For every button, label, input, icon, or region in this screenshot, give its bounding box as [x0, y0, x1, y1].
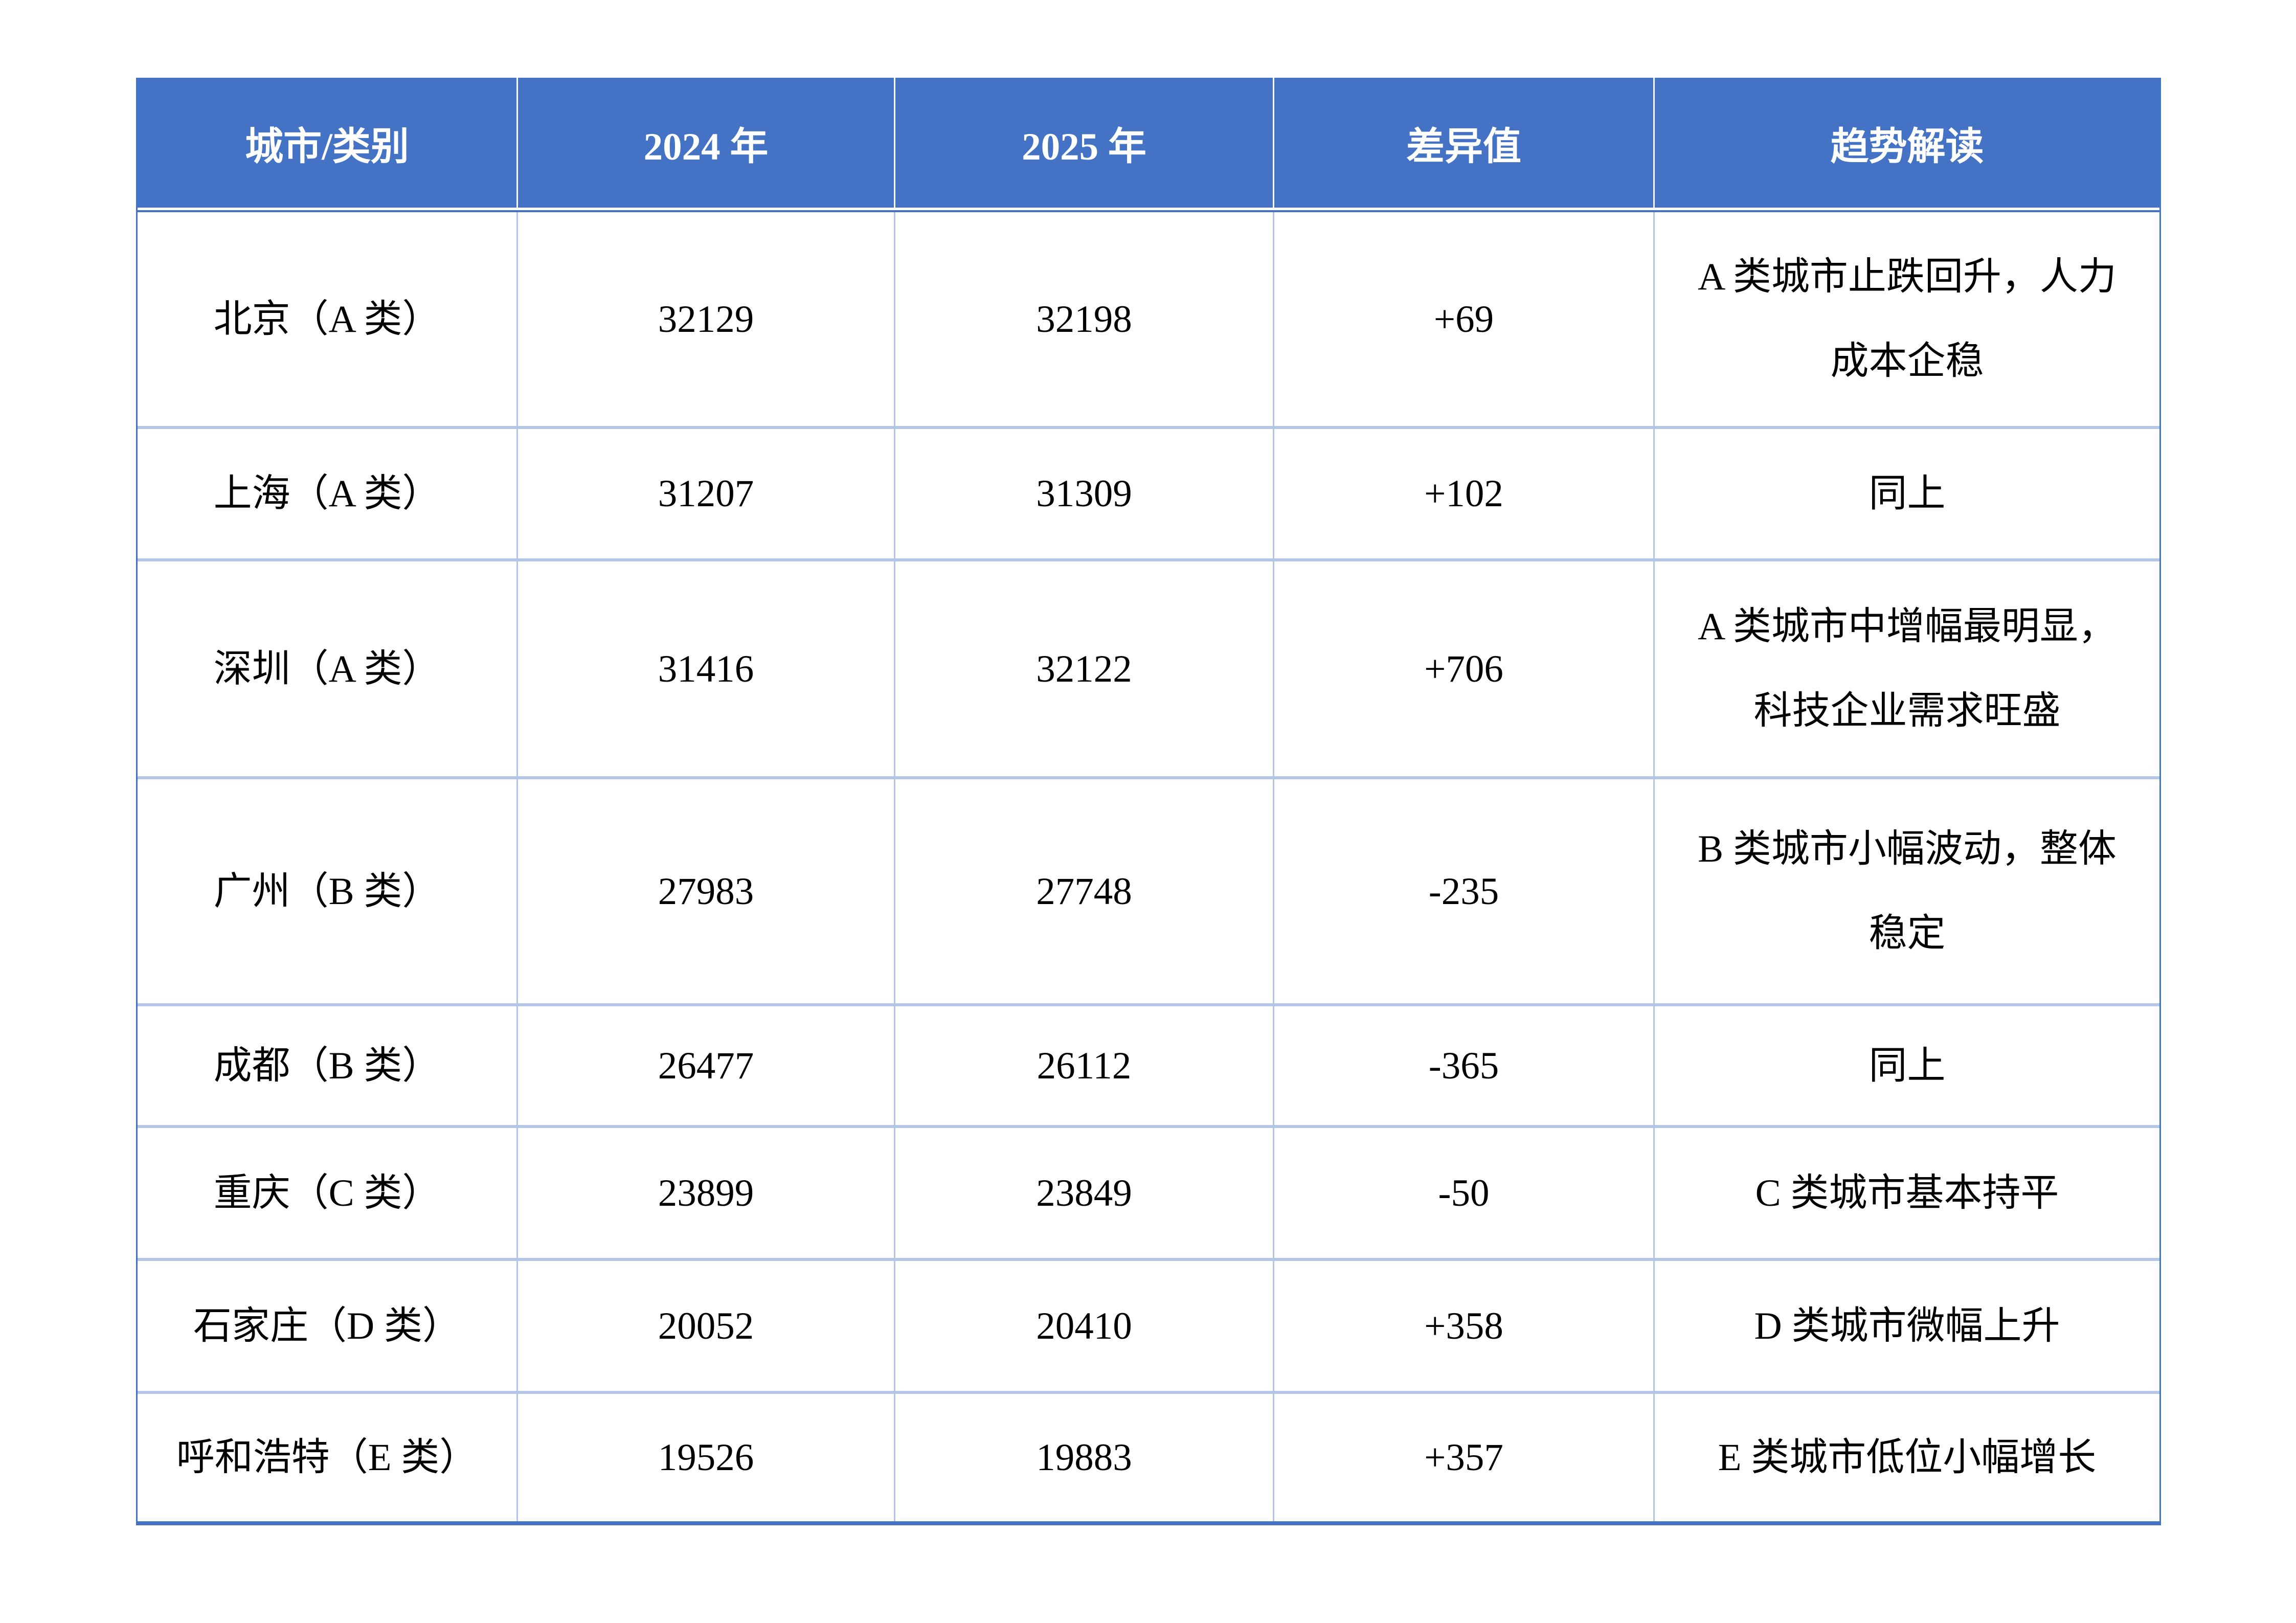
cell-trend: B 类城市小幅波动，整体稳定: [1655, 779, 2159, 1003]
value-2025: 32198: [1036, 298, 1132, 341]
cell-difference: -235: [1274, 779, 1655, 1003]
cell-difference: -365: [1274, 1006, 1655, 1125]
table-row-chongqing: 重庆（C 类） 23899 23849 -50 C 类城市基本持平: [138, 1125, 2159, 1258]
value-2024: 26477: [658, 1044, 754, 1087]
value-2025: 23849: [1036, 1171, 1132, 1214]
difference-value: +357: [1424, 1436, 1503, 1479]
cell-city: 石家庄（D 类）: [138, 1261, 518, 1391]
city-label: 石家庄（D 类）: [193, 1304, 461, 1347]
value-2025: 32122: [1036, 647, 1132, 690]
table-row-guangzhou: 广州（B 类） 27983 27748 -235 B 类城市小幅波动，整体稳定: [138, 776, 2159, 1003]
cell-2024-value: 23899: [518, 1128, 895, 1258]
cell-2025-value: 31309: [895, 429, 1274, 558]
cell-2024-value: 19526: [518, 1394, 895, 1521]
header-cell-2025: 2025 年: [895, 78, 1274, 208]
difference-value: +706: [1424, 647, 1503, 690]
difference-value: +358: [1424, 1304, 1503, 1347]
cell-2024-value: 31416: [518, 561, 895, 776]
city-label: 深圳（A 类）: [213, 647, 441, 690]
cell-city: 北京（A 类）: [138, 212, 518, 426]
cell-difference: +358: [1274, 1261, 1655, 1391]
table-row-shijiazhuang: 石家庄（D 类） 20052 20410 +358 D 类城市微幅上升: [138, 1258, 2159, 1391]
cell-2025-value: 20410: [895, 1261, 1274, 1391]
difference-value: -365: [1428, 1044, 1499, 1087]
cell-trend: A 类城市止跌回升，人力成本企稳: [1655, 212, 2159, 426]
value-2025: 26112: [1037, 1044, 1132, 1087]
table-row-beijing: 北京（A 类） 32129 32198 +69 A 类城市止跌回升，人力成本企稳: [138, 212, 2159, 426]
difference-value: -235: [1428, 870, 1499, 913]
value-2025: 19883: [1036, 1436, 1132, 1479]
cell-2025-value: 32198: [895, 212, 1274, 426]
cell-trend: 同上: [1655, 429, 2159, 558]
table-row-shenzhen: 深圳（A 类） 31416 32122 +706 A 类城市中增幅最明显，科技企…: [138, 558, 2159, 776]
cell-difference: +357: [1274, 1394, 1655, 1521]
value-2025: 20410: [1036, 1304, 1132, 1347]
table-header-row: 城市/类别 2024 年 2025 年 差异值 趋势解读: [138, 78, 2159, 208]
table-row-hohhot: 呼和浩特（E 类） 19526 19883 +357 E 类城市低位小幅增长: [138, 1391, 2159, 1521]
cell-city: 成都（B 类）: [138, 1006, 518, 1125]
cell-2025-value: 32122: [895, 561, 1274, 776]
cell-trend: 同上: [1655, 1006, 2159, 1125]
city-salary-comparison-table: 城市/类别 2024 年 2025 年 差异值 趋势解读 北京（A 类） 321…: [136, 78, 2161, 1525]
cell-trend: E 类城市低位小幅增长: [1655, 1394, 2159, 1521]
trend-text: C 类城市基本持平: [1755, 1171, 2059, 1214]
difference-value: -50: [1438, 1171, 1490, 1214]
cell-city: 重庆（C 类）: [138, 1128, 518, 1258]
cell-2024-value: 31207: [518, 429, 895, 558]
city-label: 呼和浩特（E 类）: [176, 1436, 478, 1479]
header-cell-difference: 差异值: [1274, 78, 1655, 208]
cell-difference: +102: [1274, 429, 1655, 558]
city-label: 重庆（C 类）: [213, 1171, 441, 1214]
cell-2025-value: 26112: [895, 1006, 1274, 1125]
value-2024: 31416: [658, 647, 754, 690]
cell-2024-value: 26477: [518, 1006, 895, 1125]
header-cell-city-category: 城市/类别: [138, 78, 518, 208]
value-2025: 31309: [1036, 472, 1132, 515]
cell-trend: A 类城市中增幅最明显，科技企业需求旺盛: [1655, 561, 2159, 776]
header-cell-trend: 趋势解读: [1830, 125, 1984, 168]
trend-text: A 类城市止跌回升，人力成本企稳: [1698, 256, 2117, 382]
cell-2024-value: 32129: [518, 212, 895, 426]
value-2024: 23899: [658, 1171, 754, 1214]
city-label: 成都（B 类）: [213, 1044, 441, 1087]
cell-difference: +69: [1274, 212, 1655, 426]
city-label: 上海（A 类）: [213, 472, 441, 515]
cell-trend: C 类城市基本持平: [1655, 1128, 2159, 1258]
table-row-shanghai: 上海（A 类） 31207 31309 +102 同上: [138, 426, 2159, 558]
city-label: 北京（A 类）: [213, 298, 441, 341]
cell-difference: -50: [1274, 1128, 1655, 1258]
trend-text: D 类城市微幅上升: [1754, 1304, 2060, 1347]
value-2024: 20052: [658, 1304, 754, 1347]
cell-difference: +706: [1274, 561, 1655, 776]
trend-text: 同上: [1869, 472, 1946, 515]
value-2024: 32129: [658, 298, 754, 341]
trend-text: E 类城市低位小幅增长: [1718, 1436, 2097, 1479]
cell-trend: D 类城市微幅上升: [1655, 1261, 2159, 1391]
value-2024: 27983: [658, 870, 754, 913]
trend-text: B 类城市小幅波动，整体稳定: [1698, 828, 2117, 955]
cell-2025-value: 19883: [895, 1394, 1274, 1521]
cell-2025-value: 27748: [895, 779, 1274, 1003]
value-2025: 27748: [1036, 870, 1132, 913]
difference-value: +69: [1433, 298, 1494, 341]
cell-2024-value: 27983: [518, 779, 895, 1003]
cell-2025-value: 23849: [895, 1128, 1274, 1258]
header-cell-2024: 2024 年: [518, 78, 895, 208]
cell-city: 上海（A 类）: [138, 429, 518, 558]
city-label: 广州（B 类）: [213, 870, 441, 913]
cell-2024-value: 20052: [518, 1261, 895, 1391]
trend-text: 同上: [1869, 1044, 1946, 1087]
cell-city: 广州（B 类）: [138, 779, 518, 1003]
difference-value: +102: [1424, 472, 1503, 515]
header-double-border: [138, 208, 2159, 212]
table-row-chengdu: 成都（B 类） 26477 26112 -365 同上: [138, 1003, 2159, 1125]
value-2024: 19526: [658, 1436, 754, 1479]
trend-text: A 类城市中增幅最明显，科技企业需求旺盛: [1698, 605, 2117, 732]
value-2024: 31207: [658, 472, 754, 515]
cell-city: 深圳（A 类）: [138, 561, 518, 776]
cell-city: 呼和浩特（E 类）: [138, 1394, 518, 1521]
